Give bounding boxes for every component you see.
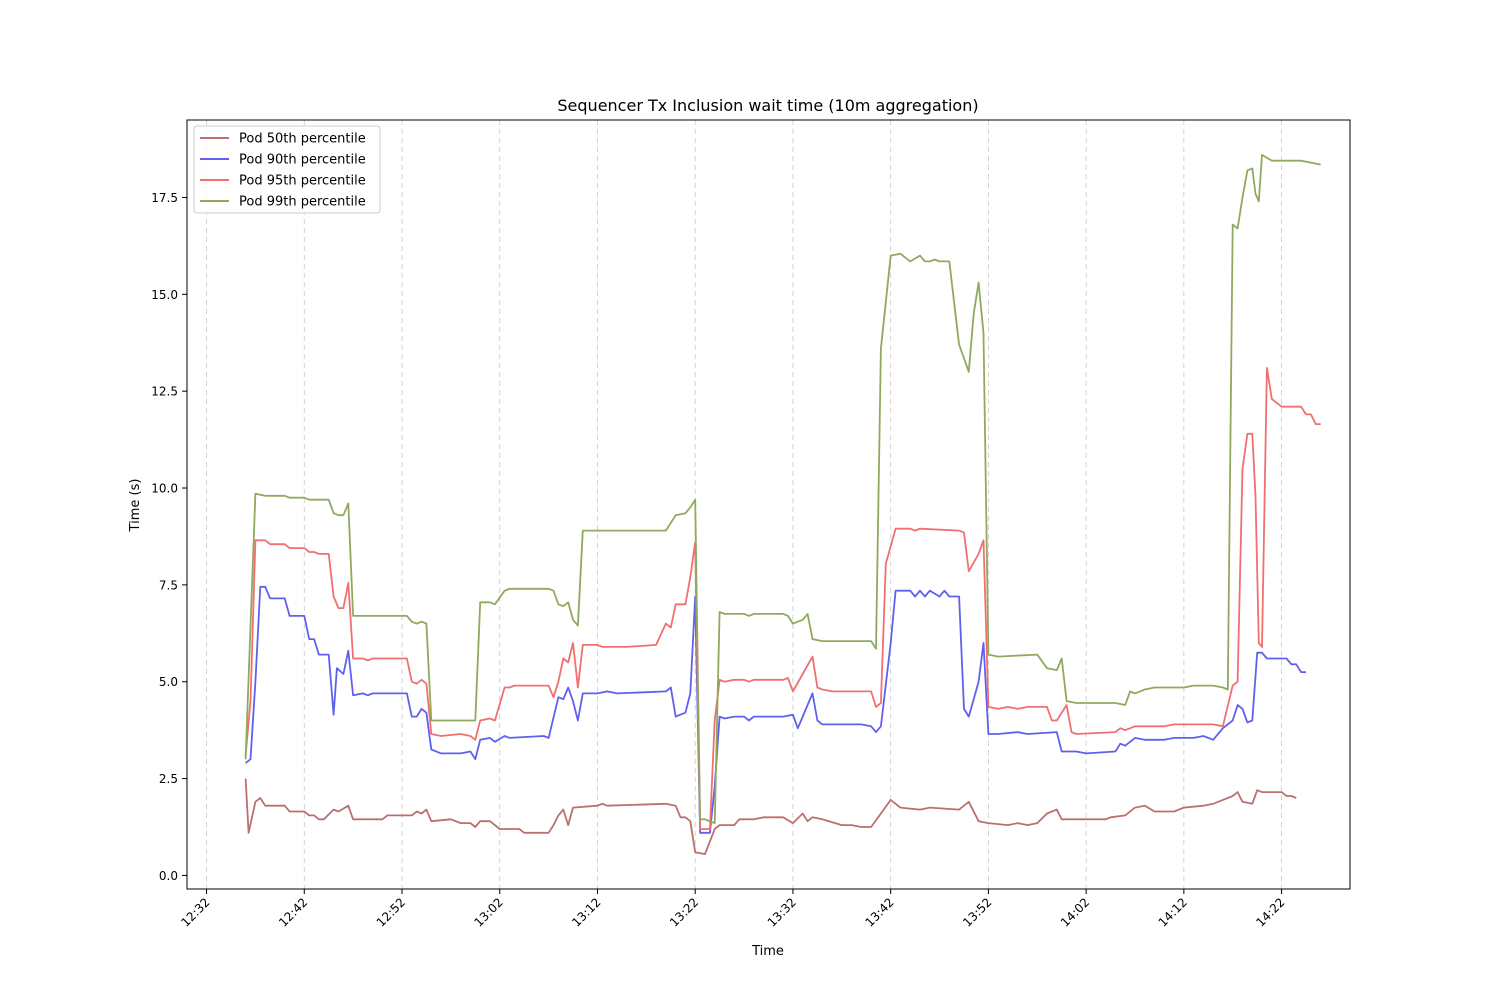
y-tick-label: 7.5 [159, 578, 178, 592]
y-tick-label: 15.0 [151, 288, 178, 302]
y-tick-label: 10.0 [151, 482, 178, 496]
y-tick-label: 0.0 [159, 869, 178, 883]
y-tick-label: 12.5 [151, 385, 178, 399]
x-tick-label: 13:22 [667, 895, 701, 929]
x-tick-label: 13:32 [765, 895, 799, 929]
x-tick-label: 12:52 [374, 895, 408, 929]
y-tick-label: 5.0 [159, 675, 178, 689]
x-tick-label: 13:02 [471, 895, 505, 929]
x-tick-label: 13:52 [960, 895, 994, 929]
x-tick-label: 12:42 [276, 895, 310, 929]
legend-label: Pod 50th percentile [239, 132, 366, 147]
legend-label: Pod 99th percentile [239, 195, 366, 210]
x-tick-label: 14:02 [1058, 895, 1092, 929]
x-axis-label: Time [751, 944, 784, 959]
chart-title: Sequencer Tx Inclusion wait time (10m ag… [557, 96, 978, 115]
y-axis-label: Time (s) [128, 479, 143, 533]
y-tick-label: 17.5 [151, 191, 178, 205]
series-line-4 [244, 153, 1321, 824]
legend-label: Pod 95th percentile [239, 174, 366, 189]
grid-lines [206, 120, 1282, 889]
y-axis: 0.0 2.5 5.0 7.5 10.0 12.5 15.0 17.5 [151, 191, 187, 883]
series-line-3 [244, 366, 1321, 830]
y-tick-label: 2.5 [159, 772, 178, 786]
series-line-1 [244, 778, 1297, 855]
series-lines [244, 153, 1321, 855]
x-tick-label: 12:32 [178, 895, 212, 929]
legend: Pod 50th percentile Pod 90th percentile Po… [193, 125, 381, 214]
x-tick-label: 14:12 [1156, 895, 1190, 929]
plot-area [186, 119, 1351, 890]
x-tick-label: 14:22 [1253, 895, 1287, 929]
x-axis: 12:32 12:42 12:52 13:02 13:12 13:22 13:32 13:42… [178, 889, 1288, 930]
x-tick-label: 13:12 [569, 895, 603, 929]
x-tick-label: 13:42 [862, 895, 896, 929]
legend-box [193, 125, 381, 214]
series-line-2 [245, 585, 1306, 834]
legend-label: Pod 90th percentile [239, 153, 366, 168]
